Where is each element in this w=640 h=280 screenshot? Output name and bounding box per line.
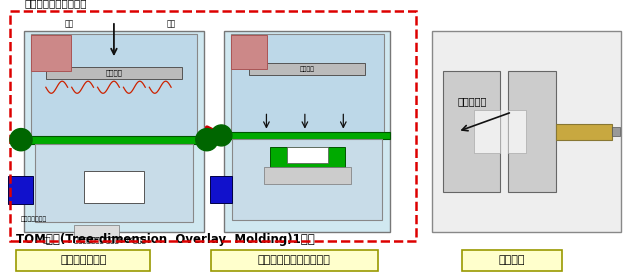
- Bar: [16, 250, 150, 271]
- Text: TOM成形(Tree-dimension  Overlay  Molding)1工程: TOM成形(Tree-dimension Overlay Molding)1工程: [16, 233, 315, 246]
- Bar: [249, 63, 365, 75]
- Circle shape: [196, 129, 218, 151]
- Bar: [35, 144, 193, 222]
- Bar: [508, 110, 526, 153]
- Bar: [84, 171, 144, 203]
- Text: ヒーター: ヒーター: [106, 70, 122, 76]
- Text: 金型: 金型: [42, 237, 51, 243]
- Bar: [74, 225, 119, 237]
- Bar: [287, 147, 328, 163]
- Bar: [24, 136, 204, 144]
- Bar: [508, 71, 556, 192]
- Bar: [230, 34, 384, 134]
- Bar: [463, 250, 562, 271]
- Bar: [224, 132, 390, 139]
- Bar: [10, 11, 416, 241]
- Circle shape: [211, 125, 232, 146]
- Bar: [432, 31, 621, 232]
- Text: ヒーター: ヒーター: [300, 66, 315, 72]
- Text: フィルム／基材積層工程: フィルム／基材積層工程: [258, 255, 331, 265]
- Text: 射出成形品: 射出成形品: [458, 96, 487, 106]
- Text: 金型　フィルム 加熱＋BOX内真空: 金型 フィルム 加熱＋BOX内真空: [74, 237, 147, 243]
- Bar: [556, 123, 612, 140]
- Text: 射出工程: 射出工程: [499, 255, 525, 265]
- Bar: [224, 31, 390, 232]
- Bar: [270, 147, 344, 167]
- Bar: [24, 31, 204, 232]
- Bar: [232, 139, 382, 220]
- Bar: [46, 67, 182, 79]
- Bar: [264, 167, 351, 184]
- Text: 固定: 固定: [65, 19, 74, 28]
- Circle shape: [10, 129, 32, 151]
- Text: フルム賦形工程: フルム賦形工程: [60, 255, 106, 265]
- Text: 真空: 真空: [166, 19, 176, 28]
- Bar: [230, 35, 268, 69]
- Bar: [474, 110, 500, 153]
- Bar: [210, 176, 232, 202]
- Bar: [31, 34, 197, 138]
- Bar: [612, 127, 620, 136]
- Bar: [211, 250, 378, 271]
- Bar: [444, 71, 500, 192]
- Bar: [31, 35, 71, 71]
- Text: ドローダウン炉: ドローダウン炉: [21, 216, 47, 222]
- Text: チャンバー式真空成形: チャンバー式真空成形: [24, 0, 87, 8]
- Bar: [8, 176, 33, 204]
